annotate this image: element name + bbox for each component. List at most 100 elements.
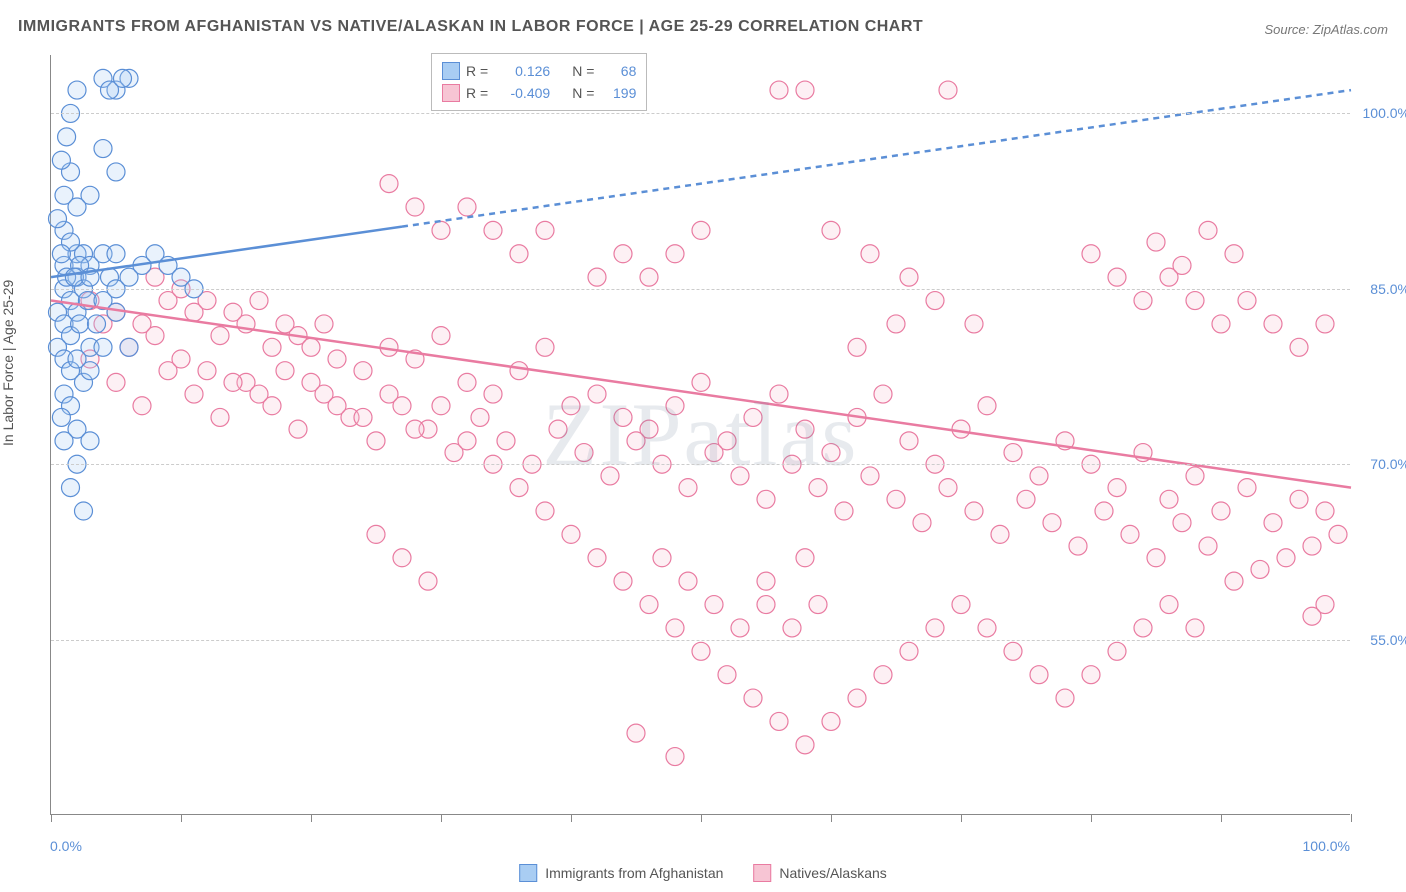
source-prefix: Source: (1264, 22, 1312, 37)
scatter-point (692, 642, 710, 660)
scatter-point (1186, 619, 1204, 637)
scatter-point (146, 327, 164, 345)
legend-row-2: R = -0.409 N = 199 (442, 82, 636, 104)
plot-area: ZIPatlas R = 0.126 N = 68 R = -0.409 N =… (50, 55, 1350, 815)
scatter-point (1212, 315, 1230, 333)
scatter-point (354, 408, 372, 426)
r-label-1: R = (466, 63, 488, 79)
scatter-point (705, 596, 723, 614)
scatter-point (52, 408, 70, 426)
scatter-point (1225, 572, 1243, 590)
scatter-point (822, 221, 840, 239)
scatter-point (406, 420, 424, 438)
scatter-point (52, 151, 70, 169)
scatter-point (679, 479, 697, 497)
scatter-point (1290, 490, 1308, 508)
scatter-point (783, 619, 801, 637)
scatter-point (900, 268, 918, 286)
scatter-point (575, 444, 593, 462)
scatter-point (926, 619, 944, 637)
scatter-point (94, 140, 112, 158)
scatter-point (120, 338, 138, 356)
scatter-point (432, 327, 450, 345)
scatter-point (510, 245, 528, 263)
scatter-point (640, 596, 658, 614)
legend-item-1: Immigrants from Afghanistan (519, 864, 723, 882)
scatter-point (952, 596, 970, 614)
series-legend: Immigrants from Afghanistan Natives/Alas… (519, 864, 887, 882)
scatter-point (770, 385, 788, 403)
scatter-point (822, 444, 840, 462)
trend-line-solid (51, 301, 1351, 488)
scatter-point (679, 572, 697, 590)
scatter-point (627, 724, 645, 742)
scatter-point (1303, 537, 1321, 555)
r-value-2: -0.409 (494, 85, 550, 101)
scatter-point (380, 175, 398, 193)
x-tick (181, 814, 182, 822)
scatter-point (107, 373, 125, 391)
scatter-point (757, 596, 775, 614)
n-value-2: 199 (600, 85, 636, 101)
scatter-point (88, 315, 106, 333)
scatter-point (114, 69, 132, 87)
scatter-point (1108, 479, 1126, 497)
scatter-point (1004, 642, 1022, 660)
scatter-point (965, 502, 983, 520)
scatter-point (848, 689, 866, 707)
scatter-point (471, 408, 489, 426)
scatter-point (796, 81, 814, 99)
y-tick-label: 85.0% (1370, 281, 1406, 297)
scatter-point (432, 221, 450, 239)
scatter-point (640, 268, 658, 286)
scatter-point (666, 619, 684, 637)
gridline-y (51, 640, 1350, 641)
x-tick (311, 814, 312, 822)
scatter-point (380, 385, 398, 403)
scatter-point (484, 221, 502, 239)
correlation-legend: R = 0.126 N = 68 R = -0.409 N = 199 (431, 53, 647, 111)
scatter-point (822, 712, 840, 730)
scatter-point (874, 666, 892, 684)
scatter-point (1316, 315, 1334, 333)
scatter-point (588, 549, 606, 567)
scatter-point (627, 432, 645, 450)
scatter-point (1199, 221, 1217, 239)
n-label-2: N = (572, 85, 594, 101)
scatter-point (1264, 514, 1282, 532)
scatter-point (81, 362, 99, 380)
scatter-point (809, 596, 827, 614)
scatter-point (991, 525, 1009, 543)
scatter-point (276, 315, 294, 333)
scatter-point (510, 479, 528, 497)
scatter-point (107, 163, 125, 181)
scatter-point (536, 221, 554, 239)
n-label-1: N = (572, 63, 594, 79)
x-tick (831, 814, 832, 822)
x-label-left: 0.0% (50, 838, 82, 854)
scatter-point (497, 432, 515, 450)
x-tick (571, 814, 572, 822)
scatter-point (81, 432, 99, 450)
scatter-point (224, 373, 242, 391)
scatter-point (926, 292, 944, 310)
gridline-y (51, 464, 1350, 465)
scatter-point (1329, 525, 1347, 543)
y-axis-label: In Labor Force | Age 25-29 (0, 280, 16, 446)
scatter-point (757, 572, 775, 590)
scatter-point (601, 467, 619, 485)
scatter-point (1225, 245, 1243, 263)
scatter-point (874, 385, 892, 403)
scatter-point (289, 420, 307, 438)
plot-svg (51, 55, 1350, 814)
scatter-point (731, 467, 749, 485)
legend-bottom-label-2: Natives/Alaskans (779, 865, 886, 881)
scatter-point (1251, 560, 1269, 578)
scatter-point (328, 350, 346, 368)
legend-bottom-swatch-1 (519, 864, 537, 882)
scatter-point (900, 432, 918, 450)
scatter-point (94, 338, 112, 356)
n-value-1: 68 (600, 63, 636, 79)
scatter-point (393, 549, 411, 567)
scatter-point (1173, 514, 1191, 532)
